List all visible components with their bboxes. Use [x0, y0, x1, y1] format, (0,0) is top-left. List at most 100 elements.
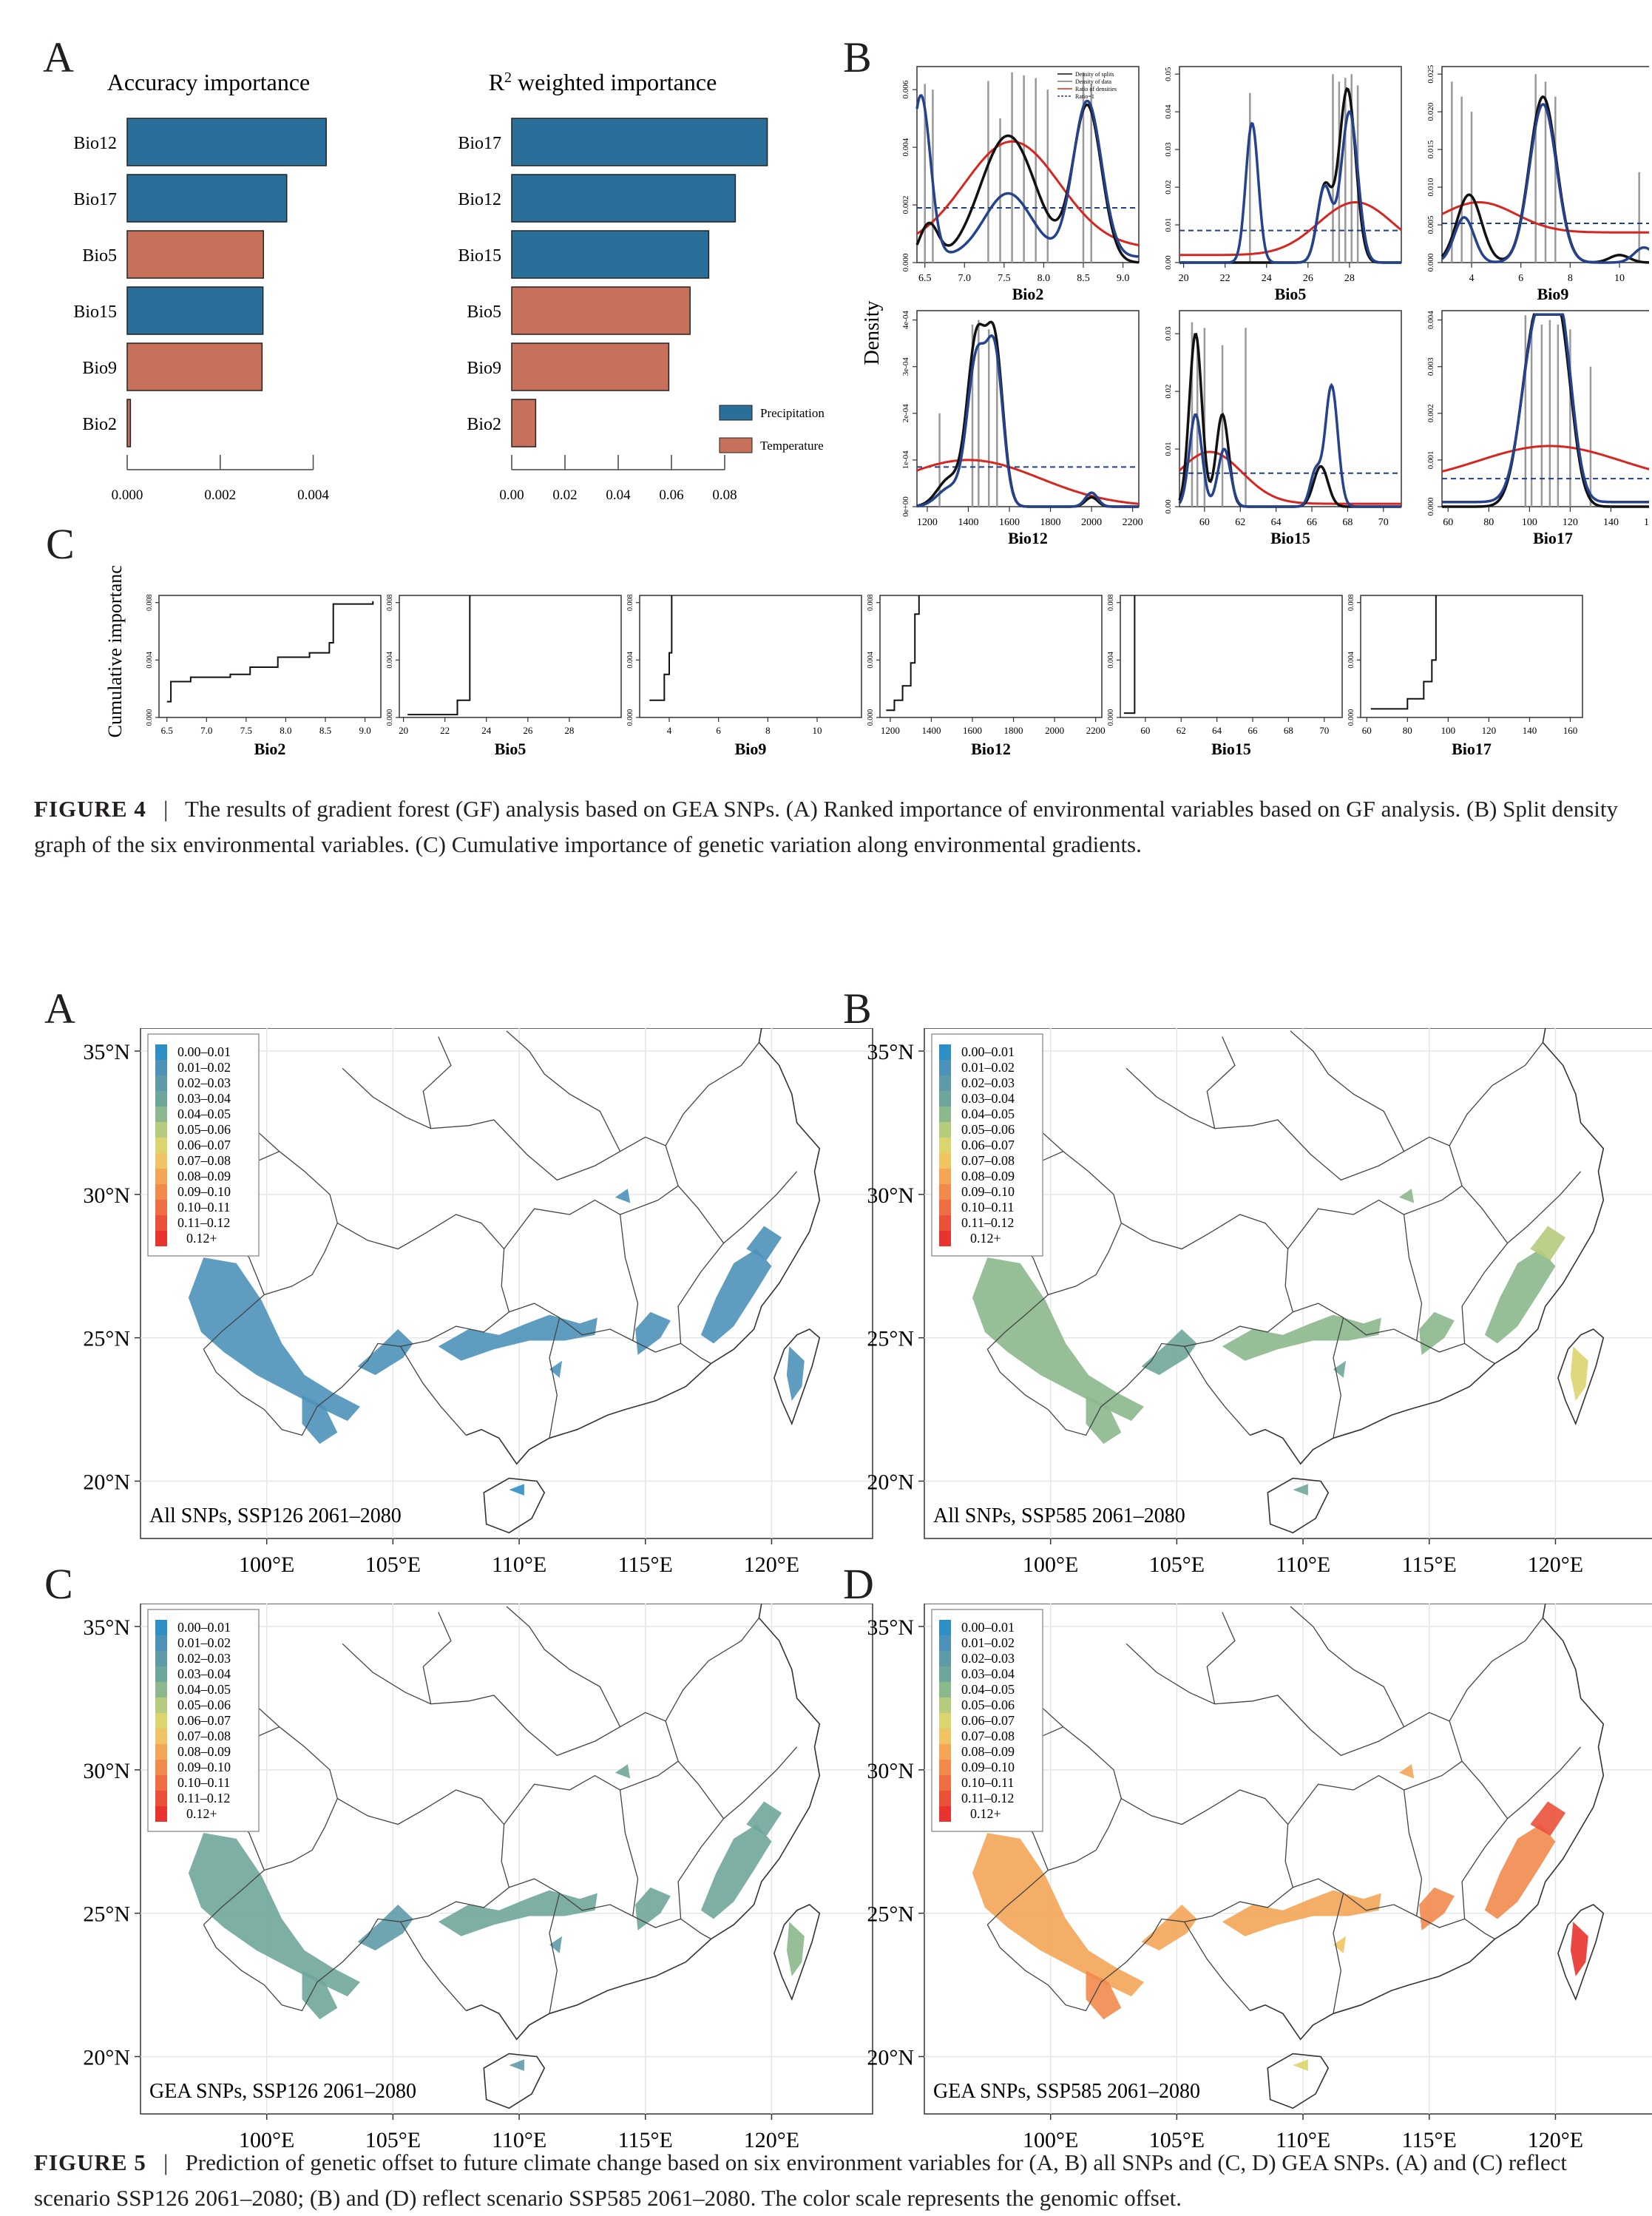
category-label-bio5: Bio5 [82, 246, 117, 266]
lon-label: 115°E [618, 2128, 673, 2152]
density-of-data-curve [1441, 445, 1649, 473]
legend-swatch [939, 1122, 951, 1138]
legend-swatch [939, 1760, 951, 1775]
legend-swatch [155, 1138, 167, 1153]
category-label-bio17: Bio17 [458, 134, 501, 153]
ratio-of-densities-curve [1442, 313, 1649, 504]
x-tick-label: 20 [1179, 273, 1189, 284]
panel-frame [1441, 66, 1649, 263]
legend-label: 0.07–0.08 [177, 1729, 231, 1743]
panel-variable-label: Bio17 [1533, 529, 1573, 547]
legend-label: 0.08–0.09 [961, 1169, 1015, 1183]
offset-region [1419, 1311, 1455, 1355]
y-tick-label: 0.00 [1164, 499, 1173, 514]
cumulative-panel-bio15: 60 62 64 66 68 70 0.000 0.004 0.008 Bio15 [1107, 594, 1343, 758]
ratio-of-densities-curve [1179, 109, 1401, 264]
density-panel-bio2: 6.5 7.0 7.5 8.0 8.5 9.0 0.000 0.002 0.004 0.006 Bi… [901, 66, 1140, 303]
y-tick-label: 0.01 [1164, 217, 1173, 232]
y-tick-label: 0.004 [1426, 311, 1435, 329]
province-border [509, 1878, 711, 1940]
legend-label: 0.10–0.11 [961, 1200, 1014, 1215]
legend-label: 0.08–0.09 [961, 1744, 1015, 1759]
legend-label: 0.12+ [970, 1231, 1001, 1246]
category-label-bio15: Bio15 [458, 246, 501, 266]
density-of-data-curve [916, 459, 1140, 505]
province-border [1404, 1760, 1463, 1791]
legend-label: 0.06–0.07 [177, 1713, 231, 1728]
province-border [1287, 1199, 1423, 1341]
legend-swatch [155, 1760, 167, 1775]
x-tick-label: 22 [440, 725, 450, 736]
y-tick-label: 0.000 [1347, 709, 1355, 726]
province-border [986, 1214, 1294, 1436]
y-tick-label: 0.004 [1347, 652, 1355, 668]
y-tick-label: 0.02 [1164, 384, 1173, 398]
offset-region [1398, 1764, 1415, 1779]
panel-frame [158, 595, 382, 718]
panel-frame [639, 595, 862, 718]
panel-frame [399, 595, 622, 718]
x-tick-label: 8.0 [1037, 273, 1051, 284]
province-border [1206, 1036, 1236, 1129]
offset-region [1419, 1887, 1455, 1930]
lon-label: 120°E [744, 2128, 799, 2152]
offset-region [509, 2059, 524, 2071]
category-label-bio12: Bio12 [73, 134, 117, 153]
bar-bio12 [126, 118, 327, 166]
bar-bio12 [511, 174, 737, 223]
x-tick-label: 60 [1199, 517, 1210, 528]
x-tick-label: 100 [1522, 517, 1537, 528]
x-tick-label: 64 [1271, 517, 1282, 528]
panel-variable-label: Bio15 [1211, 740, 1251, 758]
legend-swatch [939, 1200, 951, 1215]
cumulative-panel-bio5: 20 22 24 26 28 0.000 0.004 0.008 Bio5 [386, 594, 622, 758]
figure5-caption-text: Prediction of genetic offset to future c… [34, 2149, 1567, 2211]
legend-label: 0.09–0.10 [961, 1184, 1015, 1199]
x-tick-label: 66 [1248, 725, 1259, 736]
scenario-label: All SNPs, SSP585 2061–2080 [933, 1504, 1185, 1527]
legend-swatch [939, 1153, 951, 1169]
legend-swatch [939, 1107, 951, 1122]
lon-label: 105°E [365, 2128, 421, 2152]
legend-entry: Ratio=1 [1075, 93, 1094, 100]
legend-label: 0.02–0.03 [177, 1075, 231, 1090]
lat-label: 35°N [83, 1615, 130, 1640]
x-tick-label: 1600 [999, 517, 1020, 528]
genomic-offset-map: 100°E 105°E 110°E 115°E 120°E 35°N 30°N 25°N 20°… [867, 1028, 1652, 1577]
legend-label: 0.02–0.03 [177, 1651, 231, 1666]
x-tick-label: 28 [1344, 273, 1355, 284]
x-tick-label: 6.5 [161, 725, 173, 736]
offset-region [1333, 1936, 1347, 1953]
x-tick-label: 0.02 [552, 487, 577, 503]
cumulative-step-line [649, 595, 673, 701]
y-tick-label: 0.008 [1347, 594, 1355, 611]
scenario-label: GEA SNPs, SSP585 2061–2080 [933, 2080, 1200, 2103]
legend-label: 0.01–0.02 [961, 1060, 1015, 1075]
lon-label: 120°E [1528, 2128, 1583, 2152]
taiwan-outline [1557, 1328, 1605, 1426]
x-tick-label: 100 [1441, 725, 1456, 736]
x-tick-label: 70 [1378, 517, 1389, 528]
ratio-of-densities-curve [1178, 382, 1401, 508]
province-border [422, 1036, 452, 1129]
legend-swatch [155, 1184, 167, 1200]
category-label-bio17: Bio17 [73, 190, 117, 209]
offset-region [302, 1395, 338, 1445]
x-tick-label: 0.002 [204, 487, 236, 503]
x-tick-label: 8 [765, 725, 771, 736]
genomic-offset-maps: A 100°E 105°E 110°E 115°E 120°E 35°N 30°N 25°N 20… [0, 962, 1652, 2152]
legend-swatch [939, 1091, 951, 1107]
legend-swatch [155, 1060, 167, 1075]
panel-variable-label: Bio2 [1012, 285, 1044, 303]
y-tick-label: 0.000 [867, 709, 875, 726]
x-tick-label: 24 [1262, 273, 1272, 284]
accuracy-importance-bars: Accuracy importance Bio12 Bio17 Bio5 Bio15 Bi… [73, 69, 329, 503]
province-border [1184, 1921, 1250, 2011]
lat-label: 35°N [867, 1615, 914, 1640]
offset-region [1141, 1905, 1197, 1950]
legend-swatch [939, 1729, 951, 1744]
legend-swatch [155, 1075, 167, 1091]
legend-swatch [939, 1044, 951, 1060]
offset-region [615, 1189, 631, 1203]
legend-label: 0.04–0.05 [177, 1107, 231, 1121]
